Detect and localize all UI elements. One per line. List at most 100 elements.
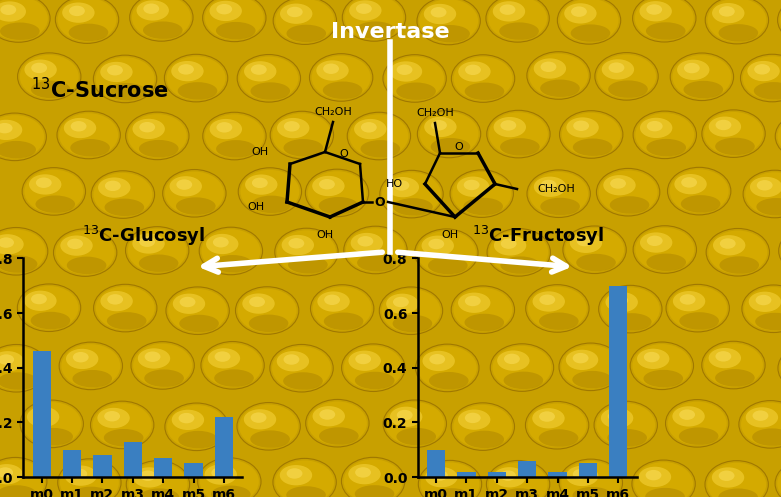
Ellipse shape [608, 81, 647, 98]
Ellipse shape [681, 195, 720, 213]
Ellipse shape [669, 169, 729, 213]
Ellipse shape [393, 297, 408, 307]
Ellipse shape [668, 167, 731, 215]
Ellipse shape [387, 177, 419, 197]
Ellipse shape [272, 346, 331, 390]
Ellipse shape [137, 348, 170, 369]
Ellipse shape [93, 403, 152, 447]
Ellipse shape [596, 403, 655, 447]
Ellipse shape [323, 82, 362, 99]
Ellipse shape [0, 346, 46, 390]
Ellipse shape [501, 120, 516, 131]
Ellipse shape [747, 61, 779, 81]
Ellipse shape [101, 291, 133, 311]
Ellipse shape [451, 403, 515, 450]
Ellipse shape [486, 0, 549, 42]
Ellipse shape [166, 56, 226, 100]
Ellipse shape [493, 346, 551, 389]
Ellipse shape [452, 172, 512, 215]
Ellipse shape [162, 169, 226, 217]
Ellipse shape [778, 344, 781, 392]
Ellipse shape [0, 485, 37, 497]
Ellipse shape [465, 431, 504, 448]
Ellipse shape [107, 312, 147, 330]
Ellipse shape [73, 352, 89, 362]
Ellipse shape [24, 60, 57, 80]
Bar [579, 463, 597, 477]
Ellipse shape [633, 0, 696, 42]
Text: OH: OH [316, 230, 333, 240]
Ellipse shape [499, 22, 539, 40]
Ellipse shape [67, 256, 106, 274]
Ellipse shape [308, 171, 366, 215]
Ellipse shape [178, 82, 217, 99]
Ellipse shape [707, 463, 766, 497]
Ellipse shape [679, 312, 719, 330]
Ellipse shape [708, 231, 768, 274]
Ellipse shape [753, 411, 769, 421]
Ellipse shape [305, 400, 369, 447]
Ellipse shape [715, 120, 731, 130]
Ellipse shape [171, 61, 204, 82]
Ellipse shape [562, 461, 620, 497]
Ellipse shape [312, 176, 344, 196]
Ellipse shape [601, 408, 633, 428]
Ellipse shape [719, 256, 759, 274]
Ellipse shape [277, 118, 309, 138]
Ellipse shape [133, 119, 165, 139]
Ellipse shape [273, 458, 337, 497]
Ellipse shape [702, 110, 765, 158]
Ellipse shape [453, 288, 512, 331]
Ellipse shape [0, 123, 12, 133]
Ellipse shape [424, 4, 456, 24]
Ellipse shape [681, 177, 697, 188]
Ellipse shape [58, 459, 121, 497]
Ellipse shape [711, 467, 744, 488]
Text: $^{13}$C-Glucosyl: $^{13}$C-Glucosyl [82, 224, 205, 248]
Ellipse shape [235, 287, 299, 334]
Ellipse shape [740, 54, 781, 102]
Ellipse shape [139, 237, 155, 247]
Ellipse shape [755, 313, 781, 330]
Ellipse shape [750, 177, 781, 197]
Ellipse shape [573, 121, 589, 131]
Ellipse shape [393, 198, 433, 216]
Ellipse shape [98, 177, 130, 198]
Ellipse shape [702, 341, 765, 389]
Ellipse shape [634, 462, 693, 497]
Ellipse shape [715, 369, 754, 387]
Ellipse shape [630, 342, 694, 390]
Ellipse shape [237, 403, 301, 450]
Ellipse shape [22, 167, 86, 215]
Ellipse shape [465, 314, 504, 331]
Ellipse shape [572, 487, 612, 497]
Ellipse shape [458, 62, 490, 82]
Ellipse shape [29, 174, 62, 195]
Ellipse shape [605, 292, 638, 312]
Ellipse shape [284, 121, 300, 132]
Text: OH: OH [248, 202, 265, 212]
Ellipse shape [744, 287, 781, 331]
Ellipse shape [453, 405, 512, 448]
Ellipse shape [0, 22, 40, 40]
Ellipse shape [775, 460, 781, 497]
Ellipse shape [34, 410, 49, 420]
Text: O: O [340, 149, 348, 159]
Text: OH: OH [441, 230, 458, 240]
Ellipse shape [489, 112, 548, 156]
Ellipse shape [308, 402, 367, 445]
Ellipse shape [458, 410, 490, 430]
Ellipse shape [637, 349, 669, 369]
Ellipse shape [249, 297, 265, 307]
Ellipse shape [708, 117, 741, 137]
Ellipse shape [251, 65, 266, 75]
Ellipse shape [128, 463, 187, 497]
Ellipse shape [419, 460, 482, 497]
Ellipse shape [493, 1, 525, 21]
Ellipse shape [497, 350, 530, 371]
Ellipse shape [397, 428, 436, 445]
Ellipse shape [706, 229, 769, 276]
Ellipse shape [565, 228, 624, 271]
Ellipse shape [572, 371, 612, 388]
Text: CH₂OH: CH₂OH [537, 184, 575, 194]
